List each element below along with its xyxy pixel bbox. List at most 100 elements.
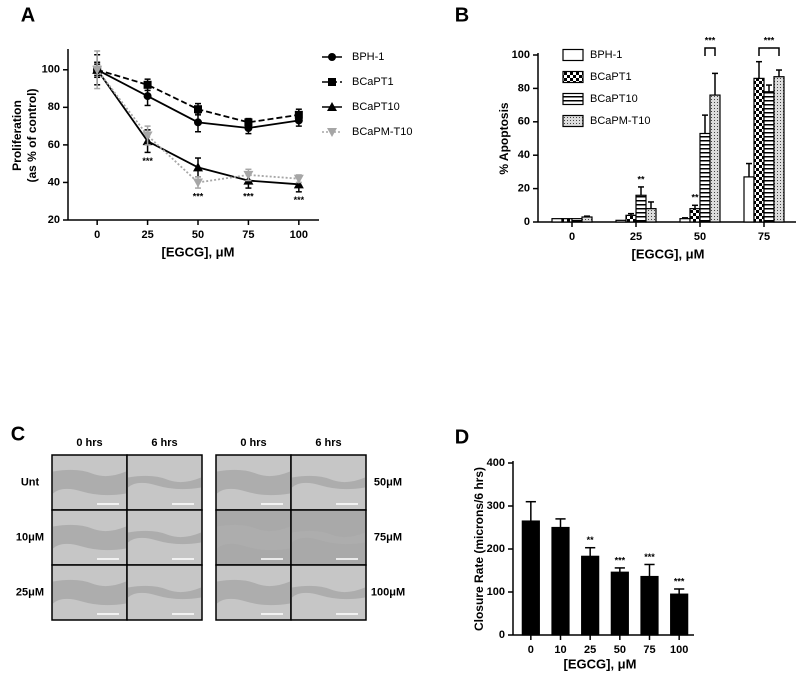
bar: [753, 77, 765, 223]
x-tick-label: 0: [569, 231, 575, 243]
wound-gap: [128, 530, 201, 545]
column-label: 6 hrs: [315, 437, 341, 449]
y-tick-label: 100: [512, 49, 530, 61]
y-tick-label: 40: [518, 149, 530, 161]
bar: [679, 218, 691, 223]
legend-label: BCaPM-T10: [352, 126, 413, 138]
marker: [142, 131, 153, 141]
x-axis-label: [EGCG], μM: [564, 656, 637, 671]
y-tick-label: 20: [48, 214, 60, 226]
marker: [193, 162, 203, 172]
x-tick-label: 75: [758, 231, 770, 243]
annotation: ***: [243, 191, 254, 201]
x-tick-label: 0: [528, 644, 534, 656]
column-label: 0 hrs: [76, 437, 102, 449]
row-label: 75μM: [374, 531, 402, 543]
x-tick-label: 75: [643, 644, 655, 656]
wound-gap: [53, 579, 126, 606]
bar: [551, 218, 563, 223]
x-tick-label: 75: [242, 229, 254, 241]
annotation: ***: [142, 156, 153, 166]
marker: [328, 78, 336, 86]
wound-gap: [292, 475, 365, 490]
bracket: [758, 47, 780, 56]
annotation: ***: [193, 191, 204, 201]
bar: [640, 575, 659, 636]
annotation: ***: [294, 195, 305, 205]
wound-gap: [53, 524, 126, 551]
marker: [293, 174, 304, 184]
y-tick-label: 0: [499, 629, 505, 641]
x-tick-label: 50: [694, 231, 706, 243]
y-axis-label: Closure Rate (microns/6 hrs): [472, 467, 486, 631]
annotation: **: [587, 535, 595, 545]
column-label: 0 hrs: [240, 437, 266, 449]
row-label: 100μM: [371, 586, 405, 598]
y-tick-label: 60: [518, 116, 530, 128]
legend-swatch: [562, 92, 584, 106]
legend-label: BCaPT10: [590, 93, 638, 105]
bar: [709, 94, 721, 223]
bar: [763, 91, 775, 223]
y-tick-label: 100: [42, 64, 60, 76]
y-tick-label: 40: [48, 176, 60, 188]
y-tick-label: 200: [487, 543, 505, 555]
panel-letter: A: [21, 4, 35, 26]
marker: [194, 105, 202, 114]
bar: [615, 219, 627, 223]
marker: [243, 170, 254, 180]
bar: [571, 218, 583, 223]
row-label: Unt: [21, 476, 40, 488]
panel-letter: D: [455, 426, 469, 448]
bar: [635, 194, 647, 223]
x-tick-label: 100: [670, 644, 688, 656]
wound-gap: [128, 475, 201, 490]
x-tick-label: 50: [192, 229, 204, 241]
bar: [561, 218, 573, 223]
annotation: ***: [674, 576, 685, 586]
panel-letter: B: [455, 4, 469, 26]
legend-label: BPH-1: [352, 51, 384, 63]
x-axis-label: [EGCG], μM: [632, 246, 705, 261]
y-axis-label: (as % of control): [25, 88, 39, 182]
bar: [645, 208, 657, 223]
y-tick-label: 300: [487, 500, 505, 512]
x-tick-label: 10: [554, 644, 566, 656]
marker: [293, 179, 304, 189]
bar: [521, 520, 540, 636]
row-label: 10μM: [16, 531, 44, 543]
legend-label: BCaPT1: [352, 76, 394, 88]
bar: [670, 593, 689, 636]
bar: [551, 526, 570, 636]
marker: [244, 118, 253, 127]
legend-label: BCaPM-T10: [590, 115, 651, 127]
y-tick-label: 20: [518, 183, 530, 195]
y-tick-label: 400: [487, 457, 505, 469]
y-axis-label: Proliferation: [10, 100, 24, 171]
x-tick-label: 100: [290, 229, 308, 241]
x-tick-label: 0: [94, 229, 100, 241]
row-label: 25μM: [16, 586, 44, 598]
x-axis-label: [EGCG], μM: [162, 244, 235, 259]
marker: [92, 65, 103, 75]
y-tick-label: 60: [48, 139, 60, 151]
wound-gap: [217, 524, 290, 551]
annotation: **: [691, 193, 699, 203]
y-tick-label: 80: [518, 82, 530, 94]
marker: [328, 53, 336, 61]
marker: [327, 102, 337, 111]
bracket: [704, 47, 716, 56]
annotation: ***: [764, 35, 775, 45]
y-axis-label: % Apoptosis: [497, 102, 511, 175]
bar: [699, 132, 711, 223]
wound-gap: [128, 585, 201, 600]
legend-swatch: [562, 70, 584, 84]
marker: [194, 118, 202, 127]
x-tick-label: 25: [630, 231, 642, 243]
row-label: 50μM: [374, 476, 402, 488]
annotation: ***: [615, 555, 626, 565]
bar: [625, 214, 637, 223]
annotation: **: [637, 174, 645, 184]
bar: [689, 208, 701, 223]
